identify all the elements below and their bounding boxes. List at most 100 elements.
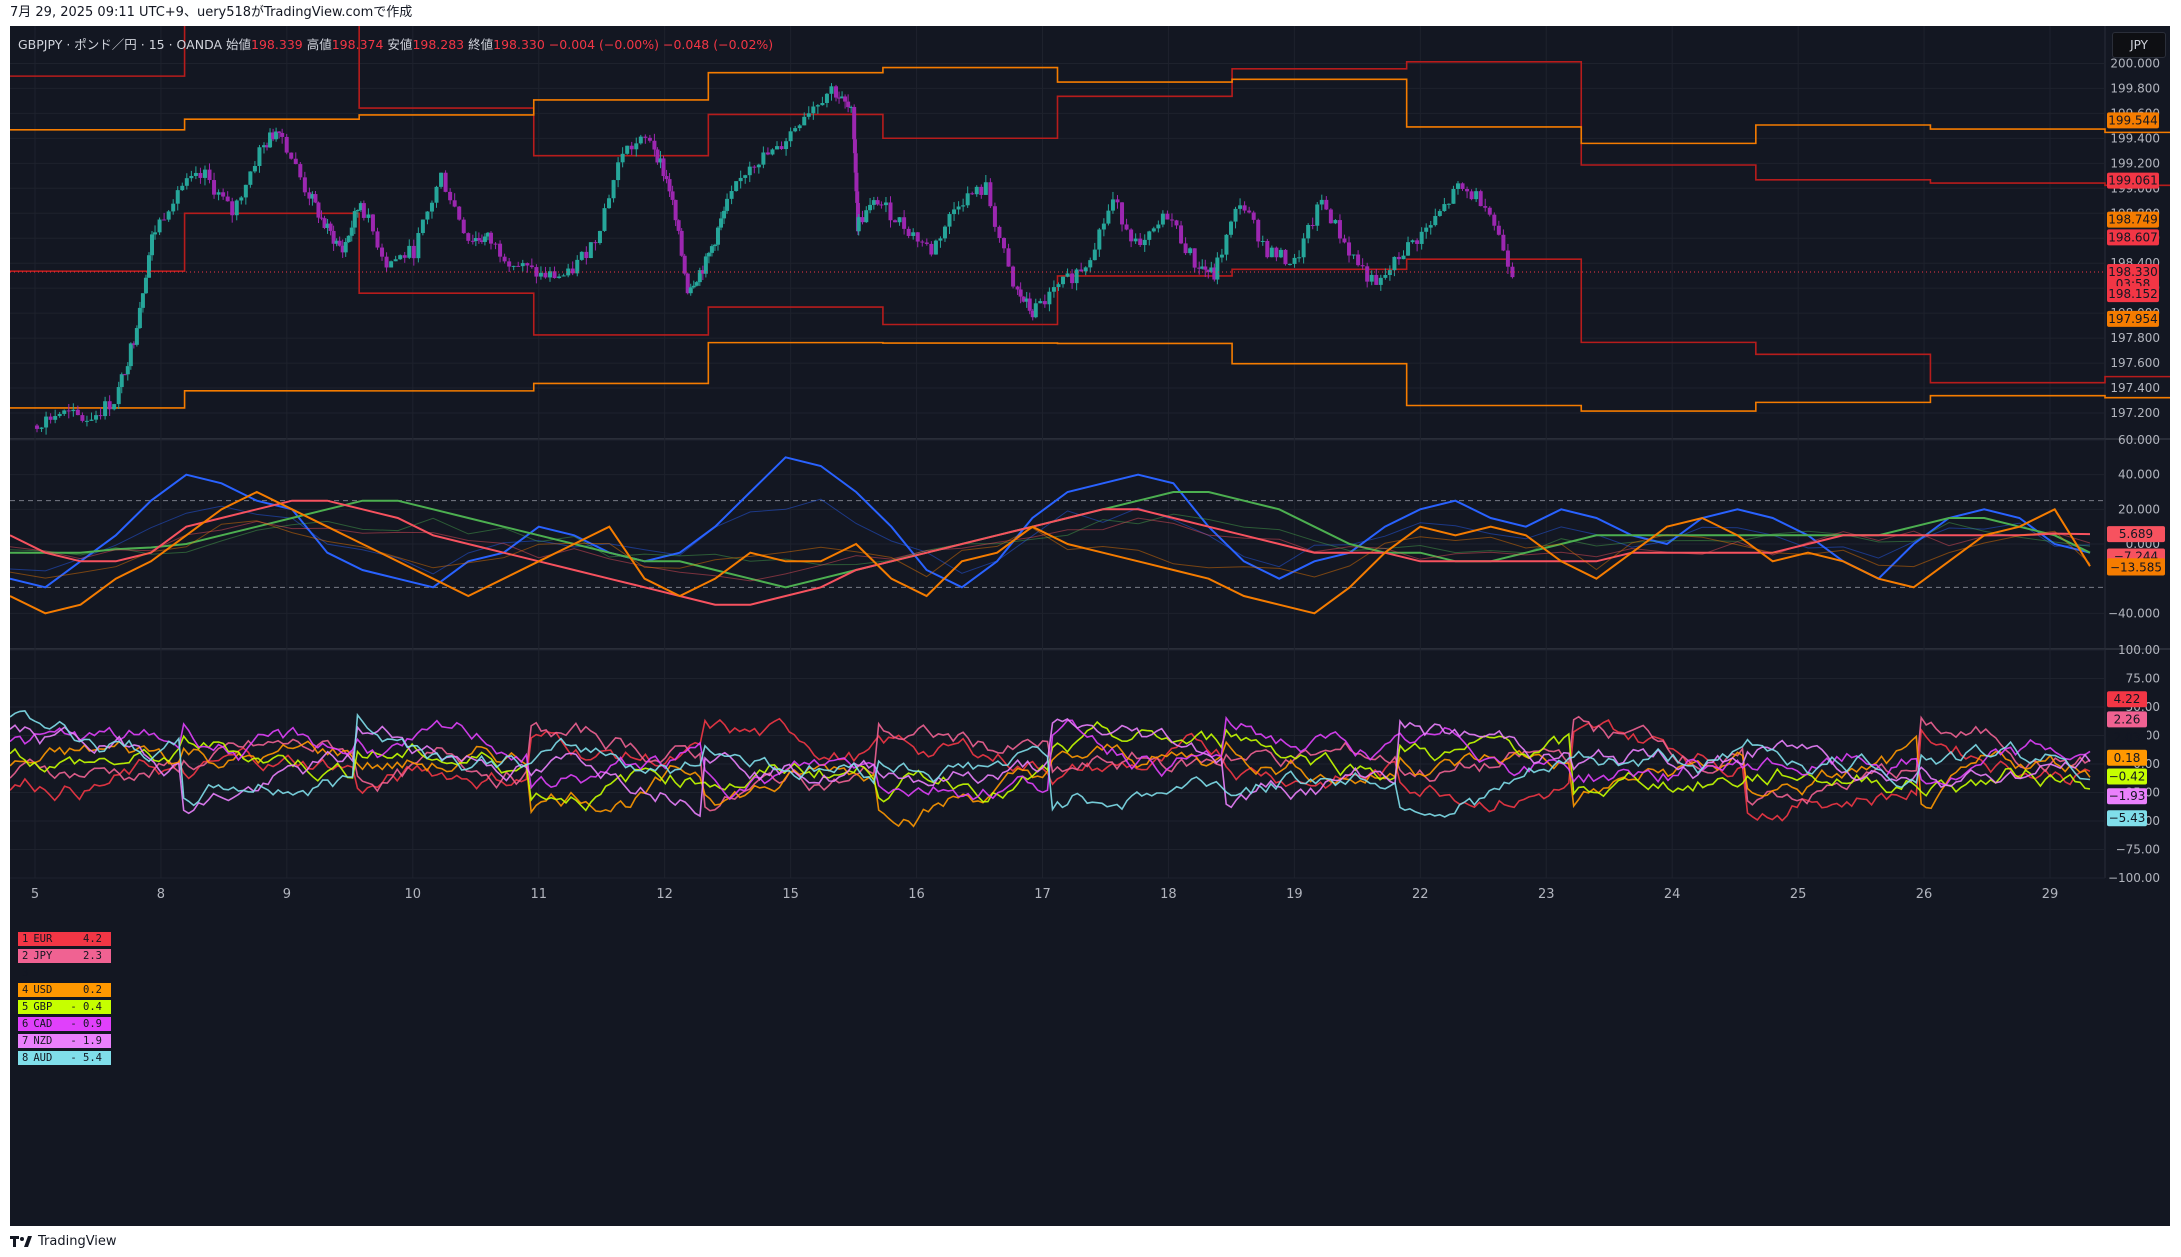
candle: [1110, 199, 1115, 211]
candle: [1392, 256, 1397, 271]
candle: [153, 232, 158, 235]
candle: [225, 196, 230, 202]
candle: [788, 131, 793, 142]
candle: [1415, 240, 1420, 244]
candle: [457, 206, 462, 220]
footer-brand[interactable]: TradingView: [0, 1226, 2181, 1257]
strength-legend-row: 7 NZD - 1.9: [18, 1034, 111, 1048]
candle: [1424, 227, 1429, 232]
candle: [855, 191, 860, 203]
candle: [1428, 225, 1433, 228]
candle: [488, 232, 493, 244]
candle: [1165, 213, 1170, 220]
candle: [1018, 289, 1023, 297]
candle: [1469, 191, 1474, 200]
candle: [588, 242, 593, 259]
brand-name: TradingView: [38, 1234, 117, 1249]
candle: [150, 234, 155, 256]
candle: [947, 214, 952, 227]
candle: [719, 218, 724, 228]
candle: [331, 230, 336, 244]
candle: [1369, 274, 1374, 282]
candle: [770, 149, 775, 155]
x-tick-label: 17: [1034, 887, 1051, 902]
candle: [189, 175, 194, 179]
candle: [734, 181, 739, 192]
symbol-legend[interactable]: GBPJPY · ポンド／円 · 15 · OANDA 始値198.339 高値…: [18, 34, 773, 53]
candle: [75, 409, 80, 416]
candle: [1383, 275, 1388, 278]
candle: [1001, 237, 1006, 249]
candle: [793, 128, 798, 132]
candle: [856, 217, 861, 232]
candle: [815, 105, 820, 107]
candle: [979, 186, 984, 195]
candle: [1274, 247, 1279, 258]
candle: [322, 218, 327, 228]
candle: [915, 232, 920, 242]
chart-area[interactable]: 5 8 9 10 11 12 15 16 17 18 19 22 23 24 25 26 29 200.000 19…: [10, 26, 2170, 1226]
candle: [103, 401, 108, 417]
candle: [146, 255, 151, 278]
candle: [485, 232, 490, 237]
candle: [44, 416, 49, 428]
candle: [393, 259, 398, 262]
legend-currency: EUR: [33, 933, 53, 945]
candle: [853, 153, 858, 173]
candle: [1510, 266, 1515, 278]
candle: [84, 420, 89, 422]
legend-value: - 1.9: [70, 1035, 102, 1047]
candle: [1496, 225, 1501, 235]
candle: [234, 200, 239, 216]
candle: [634, 143, 639, 150]
candle: [516, 265, 521, 267]
candle: [852, 106, 857, 140]
candle: [846, 101, 851, 108]
candle: [983, 182, 988, 195]
candle: [476, 237, 481, 241]
candle: [1174, 220, 1179, 226]
currency-button[interactable]: JPY: [2112, 32, 2166, 58]
candle: [1319, 199, 1324, 205]
candle: [607, 198, 612, 209]
candle: [902, 217, 907, 229]
symbol-name[interactable]: GBPJPY · ポンド／円 · 15 · OANDA: [18, 37, 223, 52]
candle: [765, 152, 770, 155]
candle: [797, 125, 802, 129]
candle: [852, 139, 857, 154]
candle: [703, 256, 708, 274]
candle: [868, 204, 873, 211]
candle: [1203, 266, 1208, 270]
candle: [180, 185, 185, 191]
candle: [35, 425, 39, 429]
candle: [316, 202, 321, 218]
candle: [593, 242, 598, 244]
candle: [1278, 249, 1283, 258]
candle: [452, 200, 457, 207]
chart-svg[interactable]: 5 8 9 10 11 12 15 16 17 18 19 22 23 24 25 26 29200.00019…: [10, 26, 2170, 1226]
candle: [806, 113, 811, 117]
candle: [1151, 228, 1156, 232]
candle: [277, 131, 282, 133]
strength-label-bg: [2107, 788, 2147, 805]
candle: [1288, 263, 1293, 265]
candle: [1228, 221, 1233, 235]
candle: [667, 179, 672, 192]
candle: [221, 192, 226, 197]
candle: [122, 374, 127, 376]
candle: [398, 255, 403, 260]
candle: [1451, 188, 1456, 204]
candle: [1042, 301, 1047, 305]
candle: [1387, 270, 1392, 276]
candle: [643, 136, 648, 138]
candle: [328, 223, 333, 231]
candle: [257, 147, 262, 166]
candle: [439, 172, 444, 187]
candle: [1401, 255, 1406, 260]
candle: [1129, 229, 1134, 242]
candle: [62, 410, 67, 414]
candle: [343, 241, 348, 253]
close-value: 198.330: [493, 37, 545, 52]
candle: [1256, 219, 1261, 242]
x-tick-label: 12: [656, 887, 673, 902]
